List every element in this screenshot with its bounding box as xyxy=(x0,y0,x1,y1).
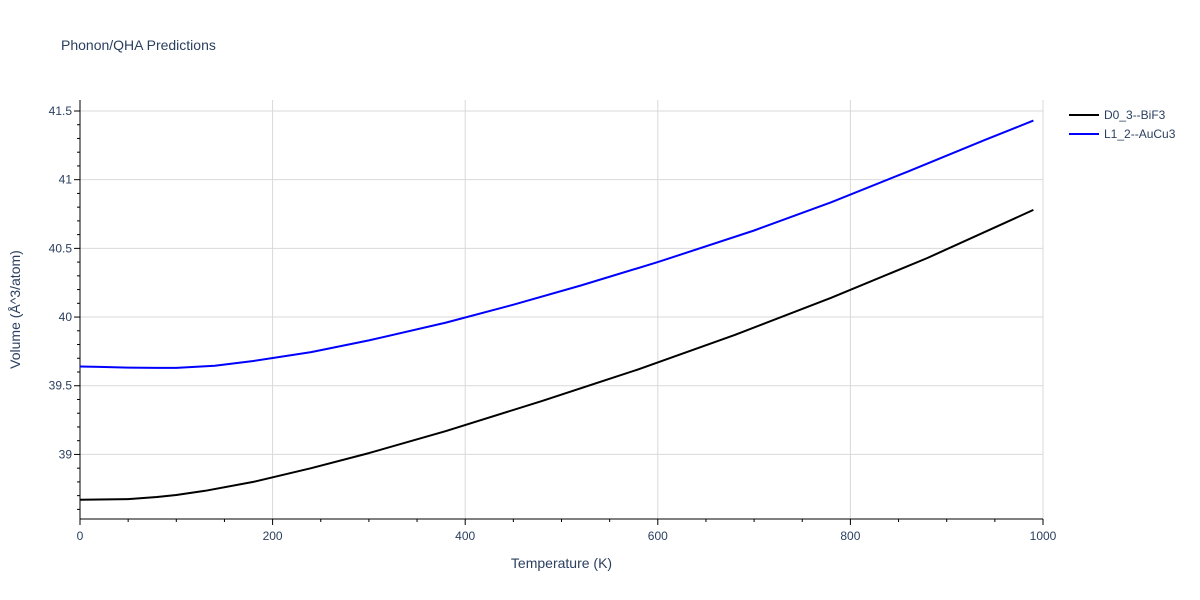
x-tick-label: 800 xyxy=(840,529,860,543)
y-axis-title: Volume (Å^3/atom) xyxy=(7,250,23,369)
y-tick-label: 41 xyxy=(59,173,73,187)
y-tick-label: 39 xyxy=(59,447,73,461)
grid-layer xyxy=(80,100,1044,519)
series-line-1 xyxy=(79,208,1034,501)
legend-label-1: D0_3--BiF3 xyxy=(1104,108,1166,122)
x-tick-label: 400 xyxy=(455,529,475,543)
chart-title: Phonon/QHA Predictions xyxy=(61,37,216,53)
x-tick-label: 200 xyxy=(263,529,283,543)
y-tick-label: 40.5 xyxy=(49,241,73,255)
x-axis-title: Temperature (K) xyxy=(511,555,612,571)
y-tick-label: 41.5 xyxy=(49,104,73,118)
series-line-2 xyxy=(79,119,1034,369)
series-layer xyxy=(79,119,1034,501)
x-tick-label: 1000 xyxy=(1030,529,1057,543)
legend-label-2: L1_2--AuCu3 xyxy=(1104,127,1176,141)
axis-layer: 0 200 400 600 800 1000 39 39.5 40 40.5 41 41.5 xyxy=(49,100,1057,543)
y-tick-label: 39.5 xyxy=(49,379,73,393)
legend: D0_3--BiF3 L1_2--AuCu3 xyxy=(1069,108,1176,141)
y-tick-label: 40 xyxy=(59,310,73,324)
x-tick-label: 600 xyxy=(648,529,668,543)
x-tick-label: 0 xyxy=(77,529,84,543)
